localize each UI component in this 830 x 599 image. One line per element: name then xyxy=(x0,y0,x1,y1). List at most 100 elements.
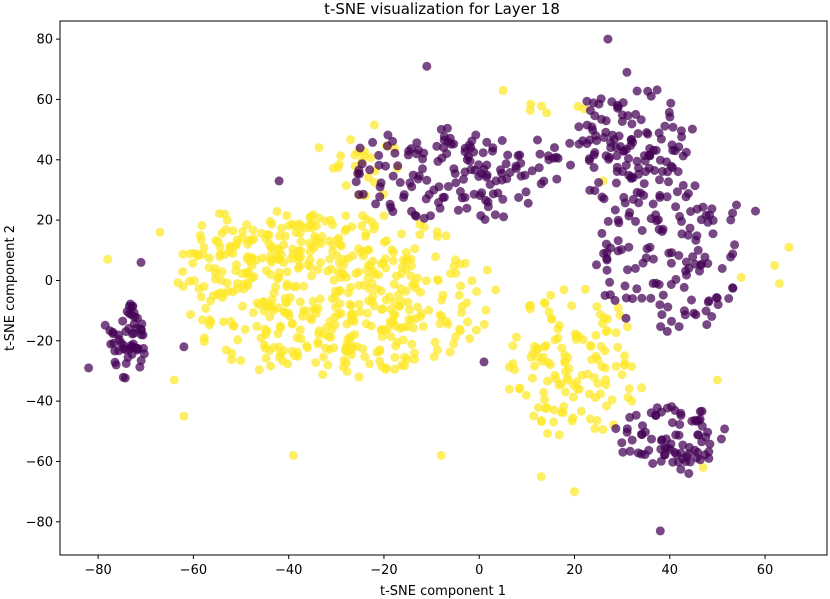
scatter-point-series-0 xyxy=(275,321,285,331)
scatter-point-series-1 xyxy=(717,264,727,273)
scatter-point-series-1 xyxy=(713,300,723,310)
scatter-point-series-0 xyxy=(343,254,353,263)
scatter-point-series-0 xyxy=(205,315,215,325)
scatter-point-series-0 xyxy=(249,272,259,282)
scatter-point-series-1 xyxy=(684,469,694,478)
scatter-point-series-1 xyxy=(720,424,730,434)
scatter-point-series-0 xyxy=(313,236,323,246)
scatter-point-series-0 xyxy=(287,319,297,329)
scatter-point-series-0 xyxy=(431,252,441,262)
scatter-point-series-1 xyxy=(703,259,713,268)
scatter-point-series-1 xyxy=(511,163,521,173)
scatter-point-series-1 xyxy=(704,453,714,463)
scatter-point-series-0 xyxy=(227,348,237,358)
scatter-point-series-0 xyxy=(498,85,508,95)
scatter-point-series-1 xyxy=(353,169,363,178)
scatter-point-series-0 xyxy=(386,331,396,341)
scatter-point-series-1 xyxy=(663,167,673,177)
scatter-point-series-1 xyxy=(676,408,686,418)
scatter-point-series-0 xyxy=(481,305,491,315)
scatter-point-series-0 xyxy=(432,227,442,237)
scatter-point-series-1 xyxy=(694,430,704,440)
y-tick-label: −80 xyxy=(26,515,53,530)
y-tick-label: −40 xyxy=(26,395,53,410)
scatter-point-series-1 xyxy=(667,316,676,326)
scatter-point-series-0 xyxy=(323,266,333,276)
scatter-point-series-1 xyxy=(623,265,632,275)
scatter-point-series-0 xyxy=(570,487,579,497)
scatter-point-series-1 xyxy=(390,148,400,158)
scatter-point-series-0 xyxy=(292,250,302,260)
scatter-point-series-0 xyxy=(595,310,605,319)
scatter-point-series-0 xyxy=(335,240,345,249)
scatter-point-series-1 xyxy=(681,147,691,157)
scatter-point-series-1 xyxy=(664,177,673,187)
scatter-point-series-1 xyxy=(594,99,604,109)
scatter-point-series-1 xyxy=(412,138,422,148)
scatter-point-series-1 xyxy=(613,236,623,246)
scatter-point-series-0 xyxy=(406,271,416,281)
scatter-point-series-1 xyxy=(646,408,656,418)
scatter-point-series-1 xyxy=(728,283,738,293)
x-tick-label: 40 xyxy=(662,563,679,578)
scatter-point-series-0 xyxy=(539,298,549,308)
scatter-point-series-0 xyxy=(472,287,481,296)
scatter-point-series-0 xyxy=(560,387,570,397)
y-axis-label: t-SNE component 2 xyxy=(3,225,18,351)
scatter-point-series-0 xyxy=(359,151,369,161)
scatter-point-series-1 xyxy=(490,210,500,220)
scatter-point-series-0 xyxy=(215,209,224,219)
scatter-point-series-1 xyxy=(651,145,661,155)
scatter-point-series-1 xyxy=(694,416,704,425)
scatter-point-series-1 xyxy=(479,357,489,367)
scatter-point-series-0 xyxy=(347,350,357,360)
scatter-point-series-0 xyxy=(364,172,373,182)
x-tick-label: −20 xyxy=(370,563,397,578)
scatter-point-series-0 xyxy=(354,244,364,254)
scatter-point-series-1 xyxy=(672,187,682,197)
scatter-point-series-0 xyxy=(186,310,195,320)
scatter-point-series-1 xyxy=(497,175,507,185)
scatter-point-series-0 xyxy=(627,362,637,372)
scatter-point-series-0 xyxy=(407,339,417,349)
scatter-point-series-0 xyxy=(303,343,312,353)
scatter-point-series-1 xyxy=(697,437,707,447)
scatter-point-series-0 xyxy=(592,416,602,425)
scatter-point-series-0 xyxy=(314,329,324,339)
scatter-point-series-0 xyxy=(261,353,271,363)
scatter-point-series-0 xyxy=(266,270,275,279)
scatter-point-series-0 xyxy=(482,265,492,275)
scatter-point-series-1 xyxy=(613,215,623,225)
scatter-point-series-1 xyxy=(655,300,665,310)
scatter-point-series-1 xyxy=(607,97,617,107)
scatter-point-series-0 xyxy=(545,360,555,370)
scatter-point-series-1 xyxy=(592,260,601,270)
scatter-point-series-1 xyxy=(668,457,678,467)
scatter-point-series-0 xyxy=(369,301,379,311)
scatter-point-series-1 xyxy=(627,119,637,129)
scatter-point-series-0 xyxy=(430,337,440,347)
scatter-point-series-1 xyxy=(527,166,537,176)
scatter-point-series-1 xyxy=(496,165,505,175)
scatter-point-series-0 xyxy=(275,231,285,241)
plot-frame xyxy=(59,20,828,556)
scatter-point-series-0 xyxy=(323,360,333,370)
scatter-point-series-0 xyxy=(617,370,627,380)
scatter-point-series-0 xyxy=(543,428,552,438)
scatter-point-series-0 xyxy=(272,273,282,283)
scatter-point-series-0 xyxy=(282,298,292,308)
scatter-point-series-1 xyxy=(388,171,398,181)
scatter-point-series-0 xyxy=(179,411,189,421)
scatter-point-series-0 xyxy=(272,206,282,216)
scatter-point-series-0 xyxy=(291,281,301,291)
scatter-point-series-0 xyxy=(240,324,250,334)
scatter-point-series-0 xyxy=(419,222,429,232)
scatter-point-series-0 xyxy=(389,279,399,289)
scatter-point-series-0 xyxy=(329,275,339,285)
scatter-point-series-0 xyxy=(259,297,269,307)
scatter-point-series-0 xyxy=(369,224,379,234)
scatter-point-series-0 xyxy=(397,360,406,370)
scatter-point-series-1 xyxy=(716,434,726,444)
scatter-point-series-1 xyxy=(443,182,453,191)
scatter-point-series-1 xyxy=(613,246,623,256)
